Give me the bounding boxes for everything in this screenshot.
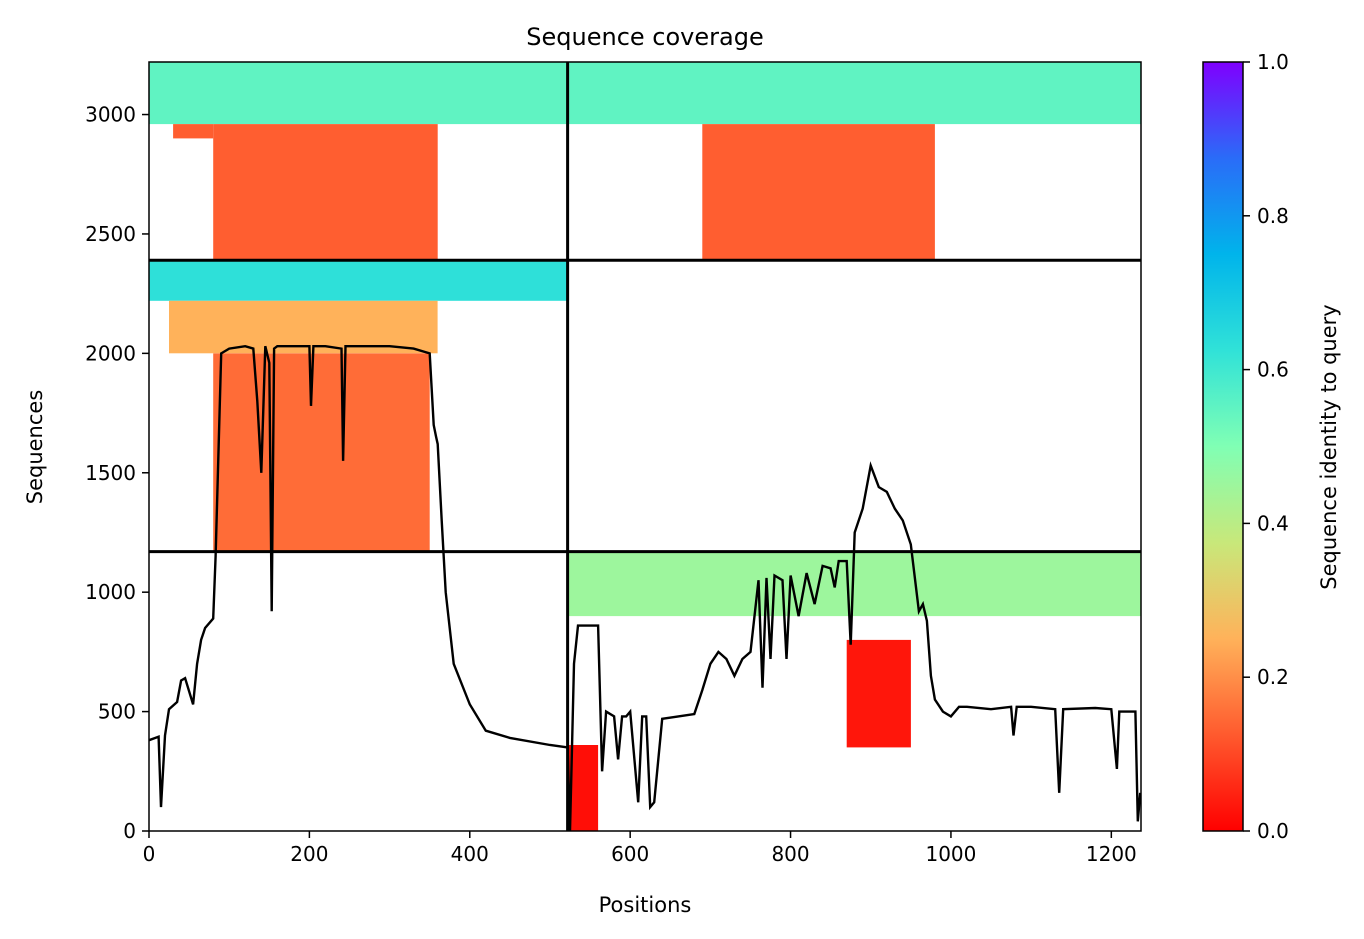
x-tick-label: 600: [611, 842, 649, 866]
y-axis-ticks: 0 500 1000 1500 2000 2500 3000: [85, 103, 149, 843]
identity-block-chain-A-self-edge: [173, 124, 214, 139]
identity-block-chain-B-mid: [169, 300, 438, 354]
x-tick-label: 400: [451, 842, 489, 866]
x-tick-label: 800: [771, 842, 809, 866]
y-tick-label: 1500: [85, 461, 136, 485]
identity-block-chain-C-low-2: [846, 639, 911, 748]
y-tick-label: 1000: [85, 580, 136, 604]
y-tick-label: 3000: [85, 103, 136, 127]
colorbar-tick-label: 0.6: [1257, 358, 1289, 382]
identity-block-chain-B-high: [149, 260, 568, 301]
plot-frame: [148, 61, 1142, 832]
chain-boundaries: [149, 62, 1141, 831]
x-tick-label: 200: [290, 842, 328, 866]
colorbar-tick-label: 0.2: [1257, 665, 1289, 689]
x-tick-label: 0: [143, 842, 156, 866]
colorbar-tick-label: 0.8: [1257, 204, 1289, 228]
chart-title: Sequence coverage: [526, 23, 763, 51]
identity-block-chain-A-self-high: [149, 62, 568, 125]
colorbar-tick-label: 0.0: [1257, 819, 1289, 843]
colorbar-tick-label: 0.4: [1257, 511, 1289, 535]
colorbar-tick-label: 1.0: [1257, 50, 1289, 74]
identity-blocks: [149, 62, 1141, 831]
y-tick-label: 500: [98, 700, 136, 724]
x-axis-label: Positions: [599, 893, 692, 917]
identity-block-chain-A-crossB-low: [702, 124, 935, 261]
x-tick-label: 1000: [925, 842, 976, 866]
y-tick-label: 2500: [85, 222, 136, 246]
x-axis-ticks: 0 200 400 600 800 1000 1200: [143, 831, 1137, 866]
identity-block-chain-A-self-low: [213, 124, 438, 261]
colorbar-label: Sequence identity to query: [1317, 304, 1341, 589]
x-tick-label: 1200: [1086, 842, 1137, 866]
coverage-line: [149, 344, 1141, 831]
colorbar: [1202, 61, 1244, 832]
y-tick-label: 2000: [85, 341, 136, 365]
y-axis-label: Sequences: [23, 390, 47, 505]
colorbar-ticks: 0.0 0.2 0.4 0.6 0.8 1.0: [1243, 50, 1289, 843]
identity-block-chain-A-crossB-high: [567, 62, 1141, 125]
y-tick-label: 0: [123, 819, 136, 843]
identity-block-chain-B-low: [213, 353, 430, 552]
